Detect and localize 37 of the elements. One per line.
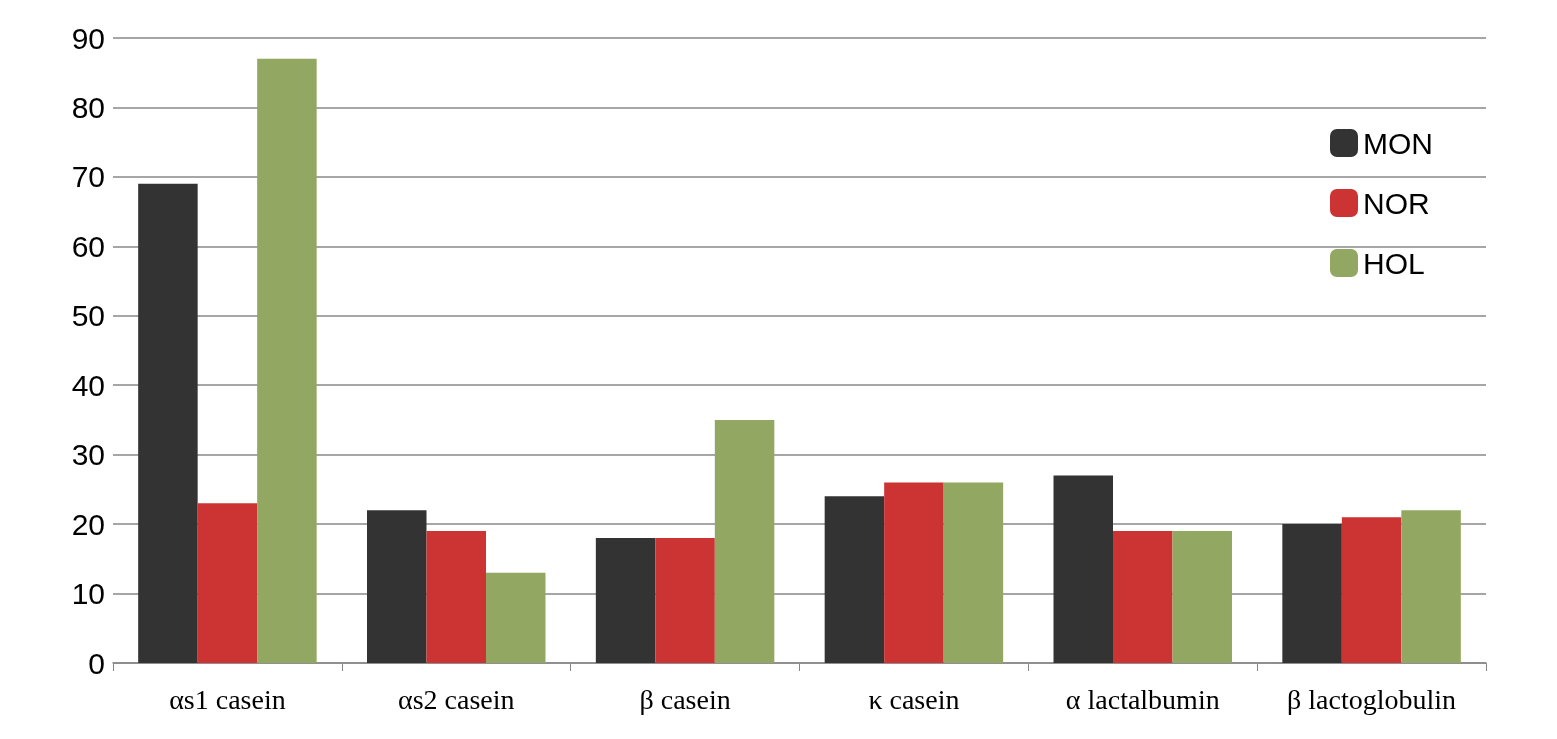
bar (1401, 510, 1461, 663)
y-tick-label: 0 (88, 646, 105, 680)
bar (655, 538, 715, 663)
bar (1341, 517, 1402, 663)
x-tick-label: κ casein (868, 683, 960, 715)
legend-label: MON (1363, 126, 1434, 160)
x-tick-label: β casein (639, 683, 731, 715)
y-tick-label: 10 (71, 577, 105, 611)
bar (486, 572, 546, 663)
bar (943, 482, 1004, 663)
y-tick-label: 20 (71, 507, 105, 541)
bar (1172, 531, 1232, 663)
y-tick-label: 30 (71, 438, 105, 472)
x-tick-label: αs2 casein (397, 683, 515, 715)
y-tick-label: 80 (71, 90, 105, 124)
bar (426, 531, 486, 663)
y-tick-label: 90 (71, 21, 105, 55)
y-tick-label: 40 (71, 368, 105, 402)
bar (367, 510, 427, 663)
bar (197, 503, 258, 663)
y-tick-label: 60 (71, 229, 105, 263)
bar (257, 58, 317, 663)
bar (824, 496, 885, 663)
bar (1053, 475, 1113, 663)
bar (714, 419, 775, 663)
x-tick-label: α lactalbumin (1065, 683, 1220, 715)
bar (1113, 531, 1173, 663)
x-tick-label: β lactoglobulin (1287, 683, 1457, 715)
y-tick-label: 50 (71, 299, 105, 333)
bar (884, 482, 944, 663)
legend-label: HOL (1363, 246, 1425, 280)
legend-label: NOR (1363, 186, 1430, 220)
y-tick-label: 70 (71, 160, 105, 194)
bar (138, 183, 198, 663)
bar (1282, 524, 1342, 663)
x-tick-label: αs1 casein (169, 683, 286, 715)
bar (595, 538, 656, 663)
